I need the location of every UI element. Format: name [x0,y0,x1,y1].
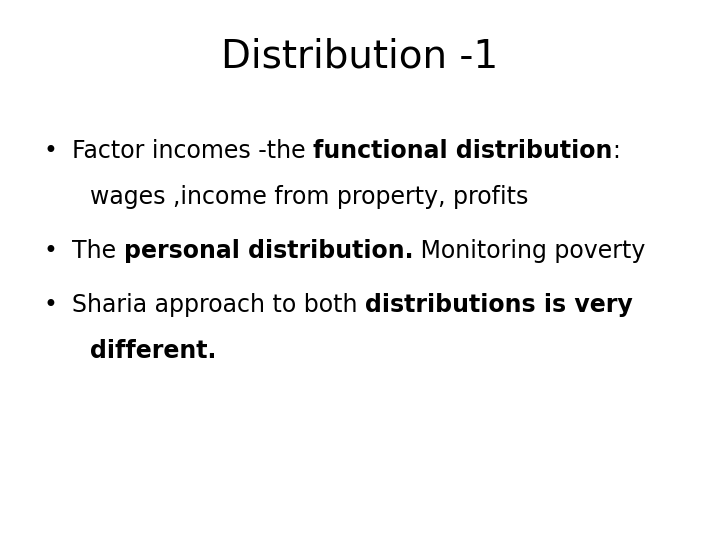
Text: •: • [43,293,58,317]
Text: Distribution -1: Distribution -1 [221,38,499,76]
Text: Sharia approach to both: Sharia approach to both [72,293,365,317]
Text: wages ,income from property, profits: wages ,income from property, profits [90,185,528,209]
Text: •: • [43,239,58,263]
Text: The: The [72,239,124,263]
Text: •: • [43,139,58,163]
Text: Monitoring poverty: Monitoring poverty [413,239,646,263]
Text: :: : [613,139,621,163]
Text: different.: different. [90,339,217,363]
Text: Factor incomes -the: Factor incomes -the [72,139,313,163]
Text: functional distribution: functional distribution [313,139,613,163]
Text: personal distribution.: personal distribution. [124,239,413,263]
Text: distributions is very: distributions is very [365,293,633,317]
